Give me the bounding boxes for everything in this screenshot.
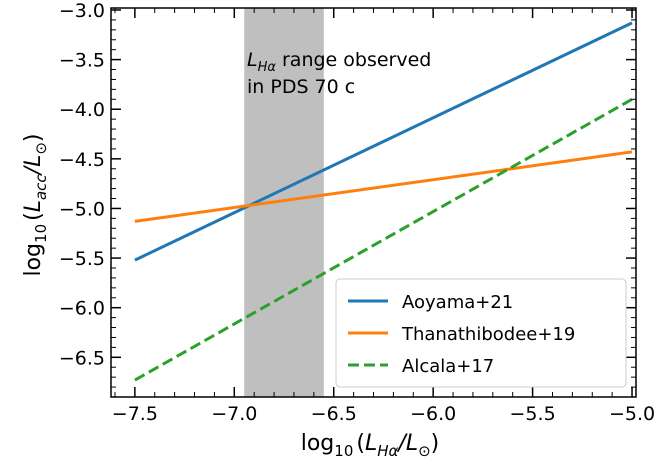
xlabel-open: ( — [356, 431, 365, 456]
series-layer — [134, 21, 633, 382]
y-tick-label: −6.5 — [59, 347, 105, 369]
ylabel-slash: / — [21, 164, 46, 176]
xlabel-L2: L — [406, 431, 418, 456]
legend-entry-label: Aoyama+21 — [402, 292, 513, 313]
ylabel-prefix: log — [21, 243, 46, 277]
ylabel-L2: L — [21, 155, 46, 167]
legend-box — [335, 278, 627, 388]
y-tick-label: −3.5 — [59, 50, 105, 72]
tick-layer: −7.5 −7.0 −6.5 −6.0 −5.5 −5.0 −6.5 −6.0 −5.5 −5.0… — [59, 0, 655, 425]
x-tick-label: −5.5 — [510, 403, 556, 425]
xlabel-L: L — [365, 431, 377, 456]
annotation-line2: in PDS 70 c — [247, 76, 355, 98]
y-tick-label: −4.5 — [59, 149, 105, 171]
axes-frame — [110, 7, 637, 398]
axes-border — [110, 7, 637, 398]
ylabel-sub1: acc — [32, 174, 50, 200]
annotation-sub: Hα — [258, 60, 277, 75]
ylabel-sub2: ⊙ — [32, 142, 50, 155]
x-tick-label: −7.0 — [211, 403, 257, 425]
annotation-rest: range observed — [276, 49, 431, 71]
shaded-region-annotation: LHα range observed — [247, 49, 431, 75]
x-tick-label: −6.5 — [311, 403, 357, 425]
y-tick-label: −3.0 — [59, 0, 105, 22]
xlabel-sub1: Hα — [377, 442, 398, 460]
ylabel-open: ( — [21, 212, 46, 221]
x-tick-label: −7.5 — [112, 403, 158, 425]
series-line-aoyama-21 — [134, 21, 633, 262]
legend-entry-label: Alcala+17 — [402, 356, 494, 377]
x-tick-label: −6.0 — [410, 403, 456, 425]
x-tick-label: −5.0 — [609, 403, 655, 425]
y-tick-label: −4.0 — [59, 99, 105, 121]
xlabel-close: ) — [431, 431, 440, 456]
legend-entry-label: Thanathibodee+19 — [401, 324, 575, 345]
y-tick-label: −5.0 — [59, 198, 105, 220]
ylabel-sub: 10 — [32, 224, 50, 243]
y-tick-label: −5.5 — [59, 248, 105, 270]
y-axis-label: log10(Lacc/L⊙) — [21, 133, 50, 276]
legend: Aoyama+21 Thanathibodee+19 Alcala+17 — [335, 278, 627, 388]
y-tick-label: −6.0 — [59, 298, 105, 320]
x-axis-label: log10 (LHα/L⊙) — [301, 431, 440, 460]
xlabel-slash: / — [396, 431, 408, 456]
annotation-L: L — [247, 49, 258, 71]
series-line-thanathibodee-19 — [134, 150, 633, 223]
xlabel-sub2: ⊙ — [418, 442, 431, 460]
xlabel-sub: 10 — [334, 442, 353, 460]
ylabel-L: L — [21, 200, 46, 212]
ylabel-close: ) — [21, 133, 46, 142]
xlabel-prefix: log — [301, 431, 335, 456]
